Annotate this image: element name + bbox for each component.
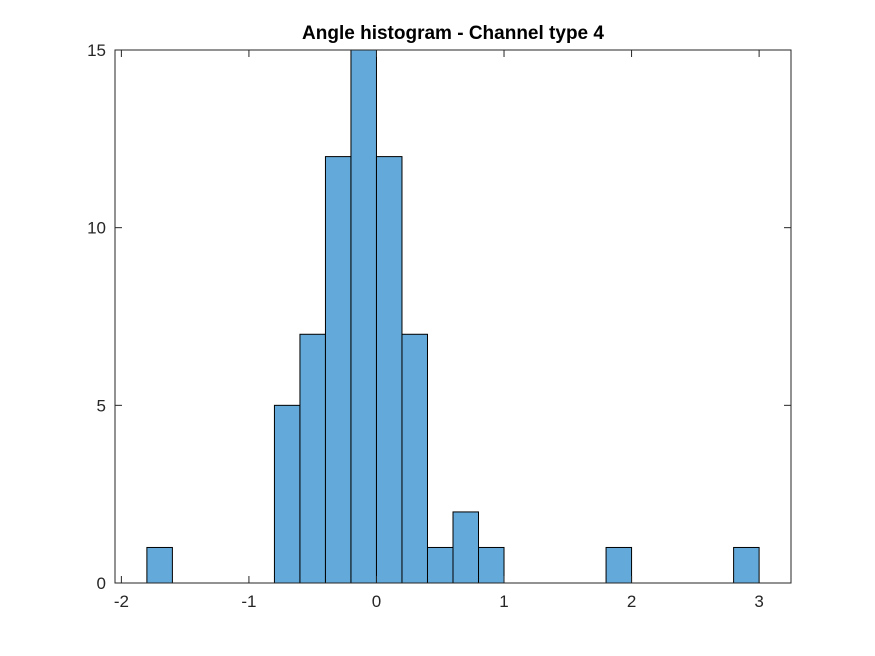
histogram-bar: [350, 49, 377, 584]
x-tick-label: 0: [372, 592, 381, 611]
y-tick-label: 15: [87, 41, 106, 60]
histogram-bar: [605, 546, 633, 584]
histogram-bar: [452, 511, 480, 584]
histogram-bar: [426, 546, 454, 584]
x-tick-label: 1: [499, 592, 508, 611]
histogram-bar: [324, 156, 352, 584]
x-tick-label: 2: [627, 592, 636, 611]
y-tick-label: 10: [87, 219, 106, 238]
y-tick-label: 5: [97, 396, 106, 415]
chart-title: Angle histogram - Channel type 4: [302, 23, 604, 44]
histogram-bar: [375, 156, 403, 584]
x-tick-label: -1: [241, 592, 256, 611]
y-tick-label: 0: [97, 574, 106, 593]
histogram-bar: [299, 333, 326, 584]
axes-frame: [114, 49, 792, 584]
axes-group: -2 -1 0 1 2 3 0 5 10 15: [87, 41, 792, 611]
histogram-bar: [273, 404, 301, 584]
histogram-bar: [733, 546, 760, 584]
histogram-bar: [478, 546, 505, 584]
histogram-bar: [146, 546, 173, 584]
x-tick-label: -2: [114, 592, 129, 611]
bars-group: [146, 49, 760, 584]
x-tick-label: 3: [754, 592, 763, 611]
histogram-bar: [401, 333, 428, 584]
